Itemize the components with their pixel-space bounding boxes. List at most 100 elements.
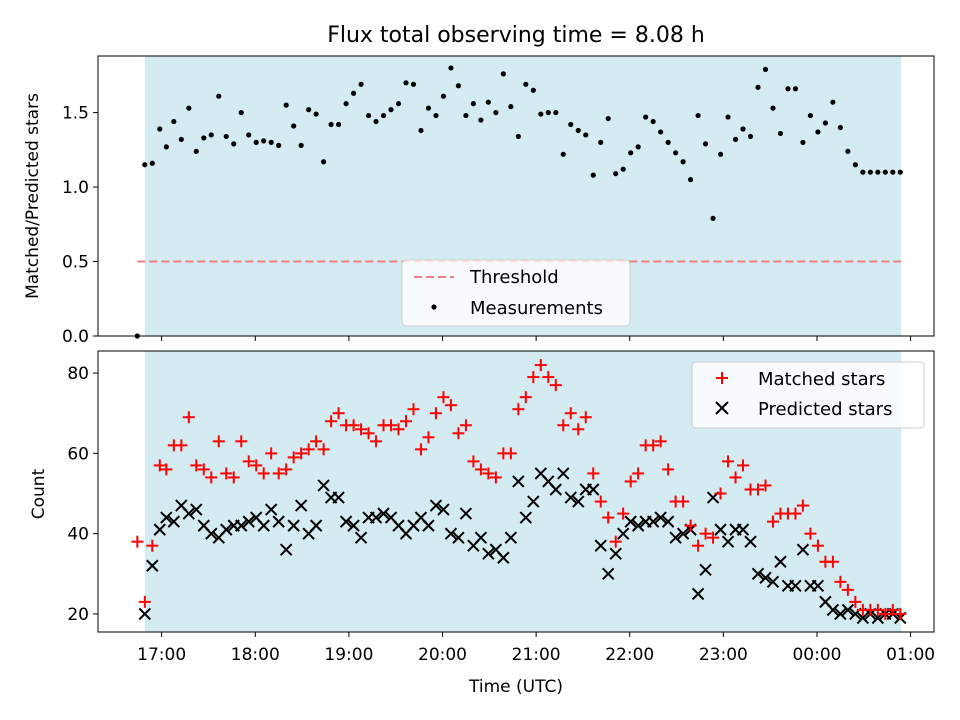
top-legend-box: [401, 259, 631, 327]
measurement-point: [157, 126, 163, 132]
chart-title: Flux total observing time = 8.08 h: [327, 23, 705, 48]
matched-star-point: [677, 495, 690, 508]
measurement-point: [785, 86, 791, 92]
predicted-star-point: [354, 531, 368, 544]
matched-star-point: [609, 535, 622, 548]
matched-star-point: [444, 399, 457, 412]
predicted-star-point: [744, 535, 757, 548]
matched-star-point: [759, 479, 772, 492]
measurement-point: [680, 159, 686, 165]
top-x-ticks: [161, 336, 912, 341]
measurement-point: [695, 112, 701, 119]
measurement-point: [403, 80, 409, 86]
measurement-point: [553, 109, 559, 116]
matched-star-point: [684, 519, 697, 532]
predicted-star-point: [459, 507, 473, 520]
measurement-point: [306, 107, 312, 113]
top-y-ticks: 0.0 0.5 1.0 1.5: [62, 104, 98, 347]
matched-star-point: [602, 511, 615, 524]
measurement-point: [171, 118, 177, 125]
matched-star-point: [190, 459, 203, 472]
predicted-star-point: [437, 503, 450, 516]
predicted-star-point: [751, 567, 765, 580]
measurement-point: [268, 139, 274, 145]
measurement-point: [762, 66, 769, 73]
measurement-point: [261, 138, 267, 144]
top-axes-frame: [97, 55, 935, 337]
predicted-star-point: [602, 567, 615, 580]
measurement-point: [418, 127, 424, 134]
bottom-y-tick-label: 60: [67, 444, 89, 464]
predicted-star-point: [721, 535, 735, 548]
matched-star-point: [871, 603, 884, 616]
measurement-point: [822, 120, 829, 126]
top-y-tick-label: 0.5: [62, 253, 89, 273]
x-axis-label: Time (UTC): [468, 677, 563, 697]
measurement-point: [575, 127, 581, 134]
predicted-star-point: [714, 523, 727, 536]
matched-star-point: [332, 407, 345, 420]
predicted-star-point: [317, 479, 330, 492]
matched-star-point: [212, 435, 225, 448]
matched-star-point: [557, 419, 570, 432]
matched-star-point: [459, 419, 472, 432]
measurement-point: [530, 87, 536, 93]
matched-star-point: [385, 419, 398, 432]
predicted-star-point: [205, 527, 218, 540]
matched-star-point: [886, 603, 899, 616]
measurement-point: [852, 162, 858, 168]
measurement-point: [365, 112, 372, 119]
bottom-y-tick-label: 40: [67, 525, 89, 545]
measurement-point: [193, 148, 199, 154]
matched-star-point: [579, 411, 592, 424]
predicted-star-point: [646, 515, 660, 528]
predicted-star-point: [422, 519, 435, 532]
predicted-star-point: [736, 523, 750, 536]
legend-predicted-swatch: [715, 401, 729, 415]
measurement-point: [328, 121, 334, 128]
predicted-star-point: [856, 611, 870, 625]
measurement-point: [770, 105, 776, 111]
measurement-point: [425, 105, 432, 111]
measurement-point: [246, 132, 252, 138]
predicted-star-point: [587, 483, 600, 496]
measurement-point: [598, 139, 604, 145]
measurement-point: [455, 83, 462, 89]
matched-star-point: [834, 575, 847, 588]
matched-star-point: [242, 455, 255, 468]
predicted-star-point: [594, 539, 607, 552]
predicted-star-point: [624, 515, 637, 528]
top-y-axis-label: Matched/Predicted stars: [23, 93, 43, 299]
measurement-point: [628, 150, 634, 156]
top-y-tick-label: 1.0: [62, 178, 89, 198]
predicted-star-points: [138, 467, 907, 625]
legend-measurements-swatch: [431, 304, 437, 310]
matched-star-point: [489, 471, 502, 484]
predicted-star-point: [153, 523, 166, 536]
measurement-point: [515, 133, 521, 140]
matched-star-point: [504, 447, 517, 460]
predicted-star-point: [676, 527, 690, 540]
measurement-point: [313, 111, 319, 117]
measurement-point: [545, 109, 551, 116]
matched-star-point: [265, 447, 278, 460]
x-tick-label: 18:00: [231, 645, 280, 665]
bottom-legend: Matched stars Predicted stars: [691, 361, 925, 429]
matched-star-point: [841, 583, 854, 596]
predicted-star-point: [616, 527, 630, 540]
predicted-star-point: [699, 563, 712, 576]
matched-star-point: [752, 483, 764, 496]
matched-star-point: [722, 455, 735, 468]
top-panel: 0.0 0.5 1.0 1.5 Matched/Predicted stars Thr…: [23, 55, 935, 347]
measurement-point: [201, 135, 207, 141]
bottom-x-ticks: 17:00 18:00 19:00 20:00 21:00 22:00 23:00 00:00…: [137, 632, 935, 665]
matched-star-point: [429, 407, 442, 420]
matched-star-point: [131, 535, 144, 548]
matched-star-points: [131, 359, 907, 620]
matched-star-point: [362, 427, 375, 440]
bottom-y-ticks: 20 40 60 80: [67, 364, 98, 625]
matched-star-point: [437, 391, 450, 404]
measurement-point: [687, 177, 694, 183]
measurement-point: [845, 148, 851, 154]
